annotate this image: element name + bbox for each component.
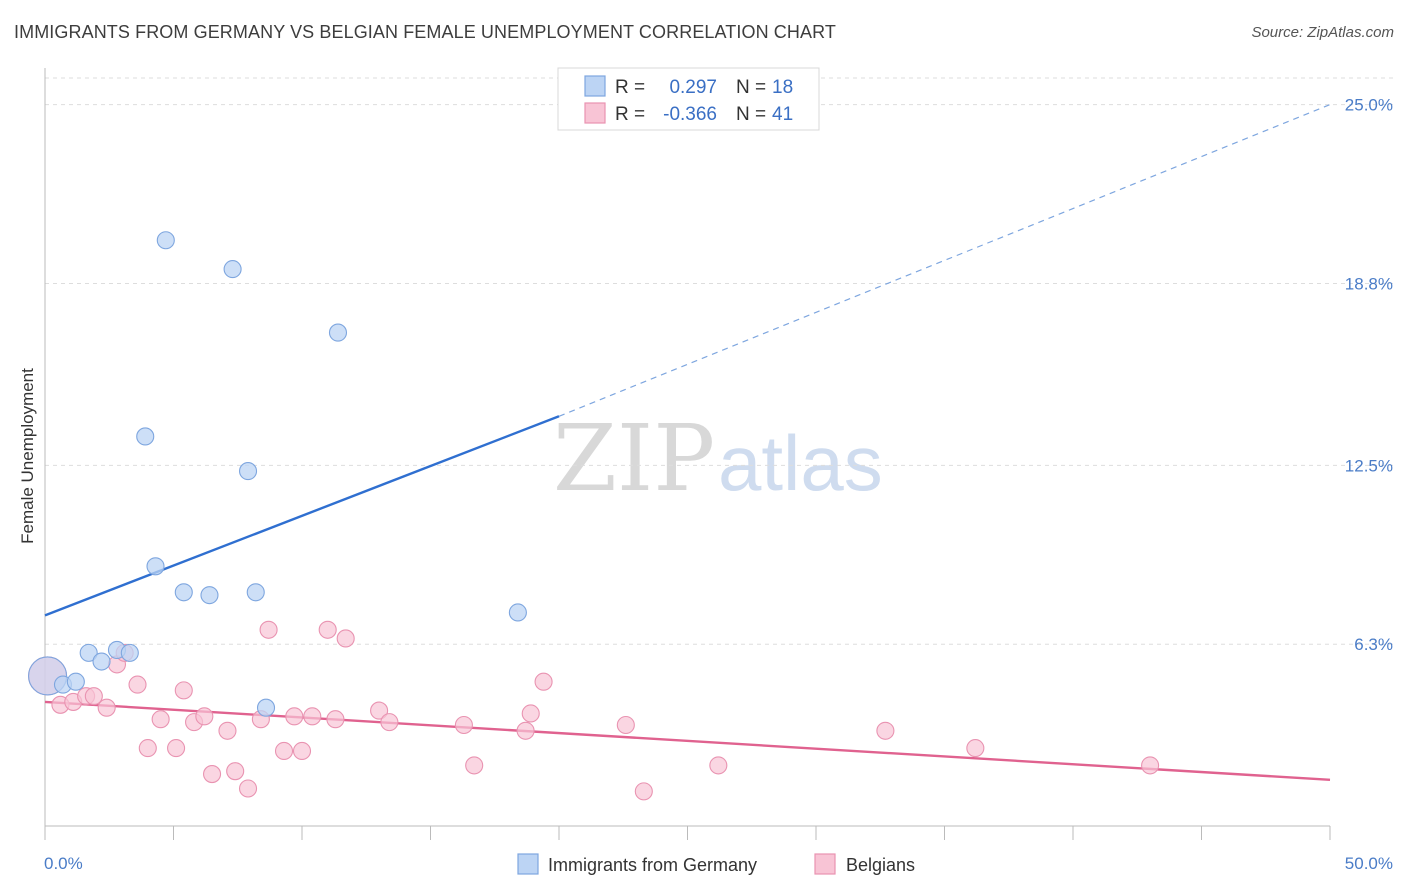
point-belgians	[516, 721, 535, 740]
point-belgians	[876, 721, 895, 740]
point-belgians	[336, 629, 355, 648]
point-belgians	[380, 713, 399, 732]
point-belgians	[1141, 756, 1160, 775]
legend-r-label-germany: R =	[615, 77, 645, 98]
point-belgians	[616, 715, 635, 735]
point-germany	[508, 603, 527, 622]
point-germany	[66, 672, 85, 691]
legend-n-label-belgians: N =	[736, 104, 766, 125]
y-tick-label: 12.5%	[1345, 456, 1393, 475]
point-belgians	[709, 756, 728, 775]
point-belgians	[370, 701, 389, 720]
y-axis-label: Female Unemployment	[18, 368, 37, 544]
x-tick-label: 0.0%	[44, 854, 83, 873]
point-belgians	[151, 710, 170, 729]
point-belgians	[203, 765, 222, 784]
point-belgians	[285, 707, 304, 726]
point-germany	[146, 557, 165, 576]
point-belgians	[174, 681, 193, 700]
point-germany	[136, 427, 155, 446]
point-belgians	[259, 620, 278, 639]
point-germany	[200, 586, 219, 605]
y-tick-label: 18.8%	[1345, 275, 1393, 294]
point-belgians	[138, 739, 157, 758]
point-belgians	[318, 620, 337, 639]
point-belgians	[97, 698, 116, 717]
legend-r-value-germany: 0.297	[669, 77, 717, 98]
correlation-legend: R = 0.297 N = 18 R = -0.366 N = 41	[557, 67, 820, 131]
point-belgians	[226, 762, 245, 781]
point-germany	[256, 698, 276, 717]
series-legend-swatch-germany	[517, 853, 539, 875]
grid-lines	[45, 77, 1394, 645]
point-belgians	[966, 739, 985, 758]
point-belgians	[238, 779, 258, 798]
point-belgians	[195, 707, 214, 726]
legend-r-value-belgians: -0.366	[663, 104, 717, 125]
point-germany	[120, 643, 139, 662]
y-tick-label: 25.0%	[1345, 96, 1393, 115]
chart-source: Source: ZipAtlas.com	[1251, 24, 1394, 41]
data-points	[28, 231, 1160, 801]
point-belgians	[534, 672, 553, 691]
point-belgians	[634, 782, 653, 801]
chart-title: IMMIGRANTS FROM GERMANY VS BELGIAN FEMAL…	[14, 22, 836, 42]
series-legend-label-belgians: Belgians	[846, 855, 915, 875]
trend-line-germany-extension	[558, 104, 1331, 417]
point-belgians	[303, 707, 322, 726]
trend-line-germany	[44, 415, 560, 617]
point-germany	[223, 260, 242, 279]
point-germany	[238, 462, 258, 481]
point-germany	[246, 583, 265, 602]
point-belgians	[465, 756, 484, 775]
legend-n-value-germany: 18	[772, 77, 793, 98]
series-legend: Immigrants from Germany Belgians	[517, 853, 915, 875]
point-germany	[156, 231, 175, 250]
legend-n-label-germany: N =	[736, 77, 766, 98]
point-belgians	[84, 687, 103, 706]
point-belgians	[218, 721, 237, 740]
legend-r-label-belgians: R =	[615, 104, 645, 125]
x-tick-label: 50.0%	[1345, 854, 1393, 873]
point-germany	[79, 643, 98, 662]
watermark-zip: ZIP	[553, 405, 715, 512]
legend-n-value-belgians: 41	[772, 104, 793, 125]
point-belgians	[521, 704, 540, 723]
point-germany	[92, 652, 111, 671]
point-belgians	[128, 675, 147, 694]
point-belgians	[292, 741, 312, 761]
point-belgians	[326, 710, 345, 729]
legend-swatch-germany	[584, 75, 606, 97]
point-germany	[328, 323, 348, 342]
axes: 6.3% 12.5% 18.8% 25.0% 0.0% 50.0%	[44, 68, 1393, 873]
point-belgians	[274, 741, 294, 761]
point-belgians	[454, 715, 473, 735]
watermark-atlas: atlas	[718, 419, 883, 507]
point-germany	[174, 583, 193, 602]
series-legend-swatch-belgians	[814, 853, 836, 875]
y-tick-label: 6.3%	[1354, 635, 1393, 654]
point-belgians	[167, 739, 186, 758]
series-legend-label-germany: Immigrants from Germany	[548, 855, 757, 875]
legend-swatch-belgians	[584, 102, 606, 124]
